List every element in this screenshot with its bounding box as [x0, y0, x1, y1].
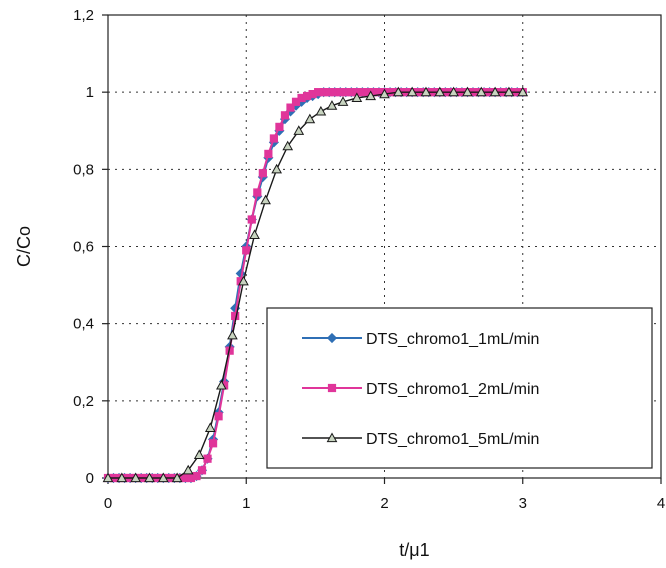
legend-entries: DTS_chromo1_1mL/min DTS_chromo1_2mL/min DT…	[302, 331, 539, 448]
data-point	[242, 246, 251, 255]
legend-swatch-marker	[326, 332, 338, 344]
x-tick-label: 4	[657, 495, 665, 512]
data-point	[406, 86, 418, 97]
data-point	[171, 472, 183, 483]
data-point	[203, 454, 212, 463]
data-point	[238, 275, 249, 286]
data-point	[337, 96, 349, 106]
series-3	[102, 86, 529, 483]
y-tick-label: 0	[86, 470, 94, 487]
legend: DTS_chromo1_1mL/min DTS_chromo1_2mL/min DT…	[266, 307, 653, 469]
y-tick-label: 0,2	[73, 393, 94, 410]
data-point	[475, 86, 487, 97]
data-point	[253, 188, 262, 197]
legend-swatch-marker	[327, 383, 337, 393]
y-tick-label: 0,8	[73, 161, 94, 178]
data-point	[462, 86, 473, 97]
data-point	[392, 86, 404, 97]
legend-entry: DTS_chromo1_1mL/min	[302, 331, 539, 348]
x-tick-label: 1	[242, 495, 250, 512]
data-point	[282, 140, 294, 151]
y-tick-label: 1	[86, 84, 94, 101]
data-point	[116, 472, 128, 483]
data-point	[365, 90, 377, 101]
data-point	[271, 163, 283, 174]
data-point	[216, 379, 227, 390]
data-point	[489, 86, 501, 97]
data-point	[208, 439, 218, 448]
x-tick-label: 0	[104, 495, 112, 512]
data-point	[275, 122, 284, 131]
legend-swatch-marker	[326, 432, 338, 443]
data-point	[258, 169, 267, 178]
data-point	[204, 422, 216, 432]
data-point	[102, 472, 114, 483]
x-tick-label: 2	[380, 495, 388, 512]
data-point	[249, 229, 260, 240]
data-point	[197, 466, 207, 475]
x-tick-label: 3	[519, 495, 527, 512]
data-point	[304, 113, 316, 124]
data-point	[157, 472, 169, 483]
data-point	[247, 215, 256, 224]
x-tick-labels: 0 1 2 3 4	[104, 495, 665, 512]
x-axis-label: t/μ1	[399, 540, 429, 560]
legend-entry: DTS_chromo1_2mL/min	[302, 381, 539, 398]
legend-entry: DTS_chromo1_5mL/min	[302, 431, 539, 448]
data-point	[448, 86, 459, 97]
y-axis-label: C/Co	[14, 226, 34, 267]
data-point	[264, 149, 273, 159]
legend-label: DTS_chromo1_1mL/min	[366, 331, 539, 348]
data-point	[351, 92, 363, 103]
data-point	[182, 464, 194, 475]
data-point	[192, 471, 201, 481]
data-point	[227, 329, 238, 340]
data-point	[269, 134, 279, 143]
data-point	[379, 88, 390, 99]
data-point	[193, 449, 205, 459]
data-point	[280, 111, 290, 120]
data-point	[214, 412, 223, 421]
data-point	[315, 105, 327, 116]
data-point	[326, 100, 338, 110]
data-point	[293, 125, 305, 135]
data-series	[102, 86, 529, 484]
y-tick-label: 1,2	[73, 7, 94, 24]
legend-label: DTS_chromo1_5mL/min	[366, 431, 539, 448]
data-point	[130, 472, 141, 483]
series-line	[108, 91, 523, 479]
data-point	[503, 86, 515, 97]
data-point	[260, 194, 271, 205]
y-tick-labels: 0 0,2 0,4 0,6 0,8 1 1,2	[73, 7, 94, 487]
data-point	[420, 86, 432, 97]
data-point	[286, 103, 295, 112]
data-point	[144, 472, 155, 483]
data-point	[434, 86, 446, 97]
legend-label: DTS_chromo1_2mL/min	[366, 381, 539, 398]
y-tick-label: 0,4	[73, 316, 94, 333]
data-point	[517, 86, 529, 97]
y-tick-label: 0,6	[73, 239, 94, 256]
